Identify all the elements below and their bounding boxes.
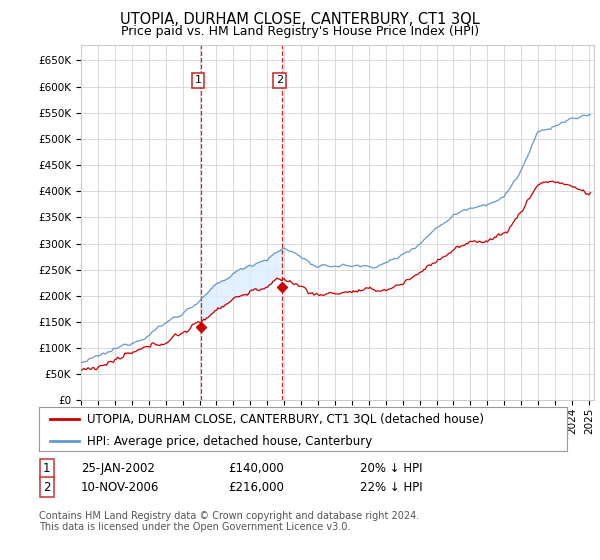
Text: 25-JAN-2002: 25-JAN-2002	[81, 462, 155, 475]
Text: £216,000: £216,000	[228, 480, 284, 494]
Text: 1: 1	[43, 462, 50, 475]
Text: Contains HM Land Registry data © Crown copyright and database right 2024.
This d: Contains HM Land Registry data © Crown c…	[39, 511, 419, 533]
Text: 22% ↓ HPI: 22% ↓ HPI	[360, 480, 422, 494]
Text: HPI: Average price, detached house, Canterbury: HPI: Average price, detached house, Cant…	[86, 435, 372, 447]
Text: 20% ↓ HPI: 20% ↓ HPI	[360, 462, 422, 475]
Text: UTOPIA, DURHAM CLOSE, CANTERBURY, CT1 3QL: UTOPIA, DURHAM CLOSE, CANTERBURY, CT1 3Q…	[120, 12, 480, 27]
Text: Price paid vs. HM Land Registry's House Price Index (HPI): Price paid vs. HM Land Registry's House …	[121, 25, 479, 38]
Text: 2: 2	[276, 76, 283, 85]
Text: 1: 1	[194, 76, 202, 85]
Text: 10-NOV-2006: 10-NOV-2006	[81, 480, 160, 494]
Text: 2: 2	[43, 480, 50, 494]
Text: UTOPIA, DURHAM CLOSE, CANTERBURY, CT1 3QL (detached house): UTOPIA, DURHAM CLOSE, CANTERBURY, CT1 3Q…	[86, 413, 484, 426]
Text: £140,000: £140,000	[228, 462, 284, 475]
